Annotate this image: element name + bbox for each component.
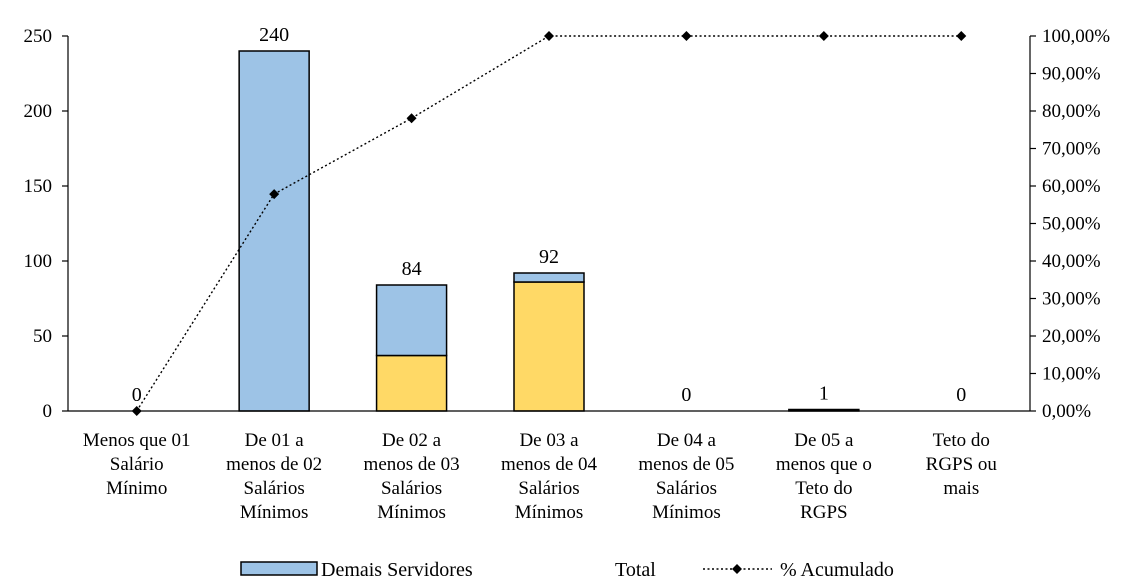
left-tick-label: 50 — [33, 326, 52, 347]
right-tick-label: 0,00% — [1042, 401, 1091, 422]
category-label-line: mais — [943, 478, 979, 499]
left-tick-label: 100 — [24, 251, 53, 272]
right-tick-label: 100,00% — [1042, 26, 1110, 47]
bar-segment-demais-servidores — [238, 50, 310, 412]
category-label-line: menos de 05 — [638, 454, 734, 475]
legend-label-demais-servidores: Demais Servidores — [321, 559, 473, 580]
total-data-label: 0 — [681, 384, 691, 406]
category-label-line: RGPS — [800, 502, 848, 523]
category-label-line: Teto do — [933, 430, 990, 451]
total-data-label: 1 — [819, 383, 829, 405]
right-tick-label: 90,00% — [1042, 64, 1101, 85]
legend-swatch-demais-servidores — [240, 561, 318, 576]
category-label-line: Mínimos — [377, 502, 446, 523]
right-tick-label: 80,00% — [1042, 101, 1101, 122]
cumulative-marker — [544, 31, 554, 41]
cumulative-marker — [818, 31, 829, 41]
right-tick-label: 50,00% — [1042, 214, 1101, 235]
bar-segment-first-series — [513, 281, 585, 412]
legend-label-cumulative-percent: % Acumulado — [780, 559, 894, 580]
category-label-line: Mínimos — [240, 502, 309, 523]
category-label-line: De 05 a — [794, 430, 854, 451]
category-label-line: menos de 03 — [364, 454, 460, 475]
category-label: De 02 a menos de 03 Salários Mínimos — [364, 430, 460, 523]
total-data-label: 0 — [956, 384, 966, 406]
left-tick-label: 150 — [24, 176, 53, 197]
category-label-line: Salários — [381, 478, 442, 499]
category-label: Teto do RGPS ou mais — [926, 430, 998, 499]
category-label-line: Salários — [656, 478, 717, 499]
category-label-line: menos que o — [776, 454, 872, 475]
right-tick-label: 60,00% — [1042, 176, 1101, 197]
total-data-label: 84 — [402, 258, 422, 280]
total-data-label: 0 — [132, 384, 142, 406]
category-labels: Menos que 01 Salário Mínimo De 01 a menos de… — [83, 430, 998, 523]
category-label-line: De 03 a — [519, 430, 579, 451]
right-tick-label: 70,00% — [1042, 139, 1101, 160]
bar-segment-demais-servidores — [375, 284, 448, 357]
category-label-line: Menos que 01 — [83, 430, 191, 451]
legend-label-total: Total — [615, 559, 656, 580]
legend-swatch-cumulative-marker — [732, 564, 742, 574]
category-label-line: De 02 a — [382, 430, 442, 451]
category-label: De 03 a menos de 04 Salários Mínimos — [501, 430, 598, 523]
category-label: De 04 a menos de 05 Salários Mínimos — [638, 430, 734, 523]
bar-segment-first-series — [375, 354, 448, 412]
category-label-line: Teto do — [795, 478, 852, 499]
right-tick-label: 40,00% — [1042, 251, 1101, 272]
category-label: Menos que 01 Salário Mínimo — [83, 430, 191, 499]
category-label-line: De 04 a — [657, 430, 717, 451]
category-label-line: Salários — [518, 478, 579, 499]
category-label-line: RGPS ou — [926, 454, 998, 475]
right-tick-label: 20,00% — [1042, 326, 1101, 347]
cumulative-marker — [406, 113, 417, 124]
category-label-line: Salários — [244, 478, 305, 499]
cumulative-marker — [956, 31, 967, 41]
legend: Demais Servidores Total % Acumulado — [240, 559, 894, 580]
category-label-line: De 01 a — [245, 430, 305, 451]
right-tick-label: 30,00% — [1042, 289, 1101, 310]
bar-segment-demais-servidores — [513, 272, 585, 283]
category-label-line: Mínimos — [652, 502, 721, 523]
left-tick-label: 200 — [24, 101, 53, 122]
right-tick-label: 10,00% — [1042, 364, 1101, 385]
cumulative-marker — [681, 31, 692, 41]
category-label-line: menos de 04 — [501, 454, 598, 475]
left-tick-label: 250 — [24, 26, 53, 47]
category-label: De 01 a menos de 02 Salários Mínimos — [226, 430, 322, 523]
total-data-labels: 0 240 84 92 0 1 0 — [132, 24, 967, 406]
category-label-line: Salário — [110, 454, 164, 475]
cumulative-marker — [269, 189, 280, 200]
total-data-label: 92 — [539, 246, 559, 268]
category-label-line: Mínimo — [106, 478, 167, 499]
category-label: De 05 a menos que o Teto do RGPS — [776, 430, 872, 523]
category-label-line: menos de 02 — [226, 454, 322, 475]
total-data-label: 240 — [259, 24, 289, 46]
category-label-line: Mínimos — [515, 502, 584, 523]
right-y-axis-ticks: 0,00% 10,00% 20,00% 30,00% 40,00% 50,00% 60,00… — [1030, 26, 1110, 422]
bars-layer — [238, 50, 860, 412]
left-tick-label: 0 — [43, 401, 53, 422]
left-y-axis-ticks: 0 50 100 150 200 250 — [24, 26, 68, 422]
